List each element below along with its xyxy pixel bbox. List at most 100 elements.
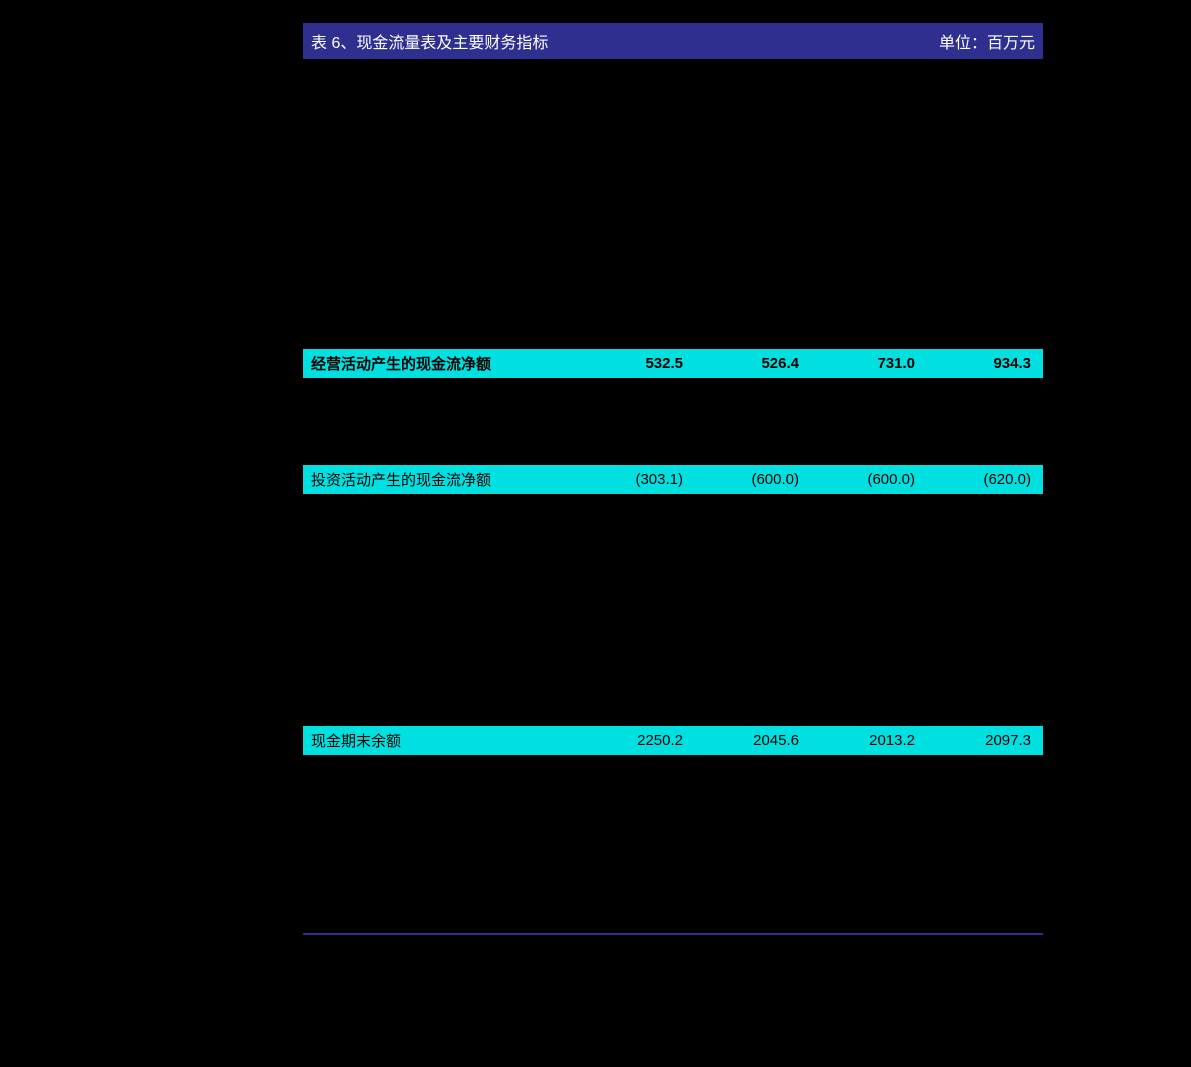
row-value: 925.9 (919, 761, 1035, 778)
row-value: (59.6) (687, 297, 803, 314)
row-value: - (687, 529, 803, 546)
table-row: 现金期末余额2250.22045.62013.22097.3 (303, 726, 1043, 755)
table-row: 自由现金流526.3510.4716.6925.9 (303, 755, 1043, 784)
row-value: 35.0% (803, 906, 919, 923)
row-value: - (687, 645, 803, 662)
row-value: (163.4) (803, 558, 919, 575)
row-value: 716.6 (803, 761, 919, 778)
row-value: 444.0 (687, 94, 803, 111)
row-value: - (687, 326, 803, 343)
row-value: (11.8) (571, 239, 687, 256)
table-row: 会计年度20172018E2019E2020E (303, 59, 1043, 88)
row-label: 现金期末余额 (311, 730, 571, 751)
row-value: 1180.1 (803, 848, 919, 865)
row-value: - (687, 413, 803, 430)
row-value: (204.6) (687, 674, 803, 691)
table-row: 汇率变动---- (303, 639, 1043, 668)
row-value: 6.8 (919, 297, 1035, 314)
row-label: 实际税率 (311, 817, 571, 838)
row-label: 现金净变动 (311, 672, 571, 693)
row-value: 2250.2 (571, 732, 687, 749)
row-value: 934.3 (919, 355, 1035, 372)
table-row: 现金的期初余额2154.82250.22045.62013.2 (303, 697, 1043, 726)
row-value: - (803, 326, 919, 343)
table-row: 支付股利、利息(80.9)(131.0)(163.4)(230.2) (303, 552, 1043, 581)
row-value: 84.1 (919, 674, 1035, 691)
row-value: (163.4) (803, 616, 919, 633)
row-value: 532.5 (571, 355, 687, 372)
row-label: 投资损失 (311, 237, 571, 258)
row-value: 2020E (919, 65, 1035, 82)
table-body: 会计年度20172018E2019E2020E净利润391.6444.0592.… (303, 59, 1043, 929)
row-value: 592.2 (803, 94, 919, 111)
row-value: 10.6 (803, 210, 919, 227)
row-value: (230.2) (919, 558, 1035, 575)
row-value: - (687, 500, 803, 517)
row-value: - (803, 500, 919, 517)
row-value: 2250.2 (687, 703, 803, 720)
row-label: 股权净变化 (311, 527, 571, 548)
row-label: 平均摊薄股数（百万股） (311, 846, 571, 867)
row-value: 1125.1 (571, 848, 687, 865)
row-value: 15.1% (571, 819, 687, 836)
row-value: 35.0% (687, 906, 803, 923)
row-value: 95.4 (571, 674, 687, 691)
row-value: - (919, 529, 1035, 546)
row-value: - (803, 529, 919, 546)
row-value: 20.3 (571, 413, 687, 430)
row-value: 2097.3 (919, 732, 1035, 749)
row-label: 每股红利 (311, 875, 571, 896)
row-value: (306.0) (571, 384, 687, 401)
row-value: 8.6 (803, 152, 919, 169)
row-value: 391.6 (571, 94, 687, 111)
row-value: 15.0% (803, 819, 919, 836)
row-value: 35.0% (919, 906, 1035, 923)
row-value: (131.0) (687, 616, 803, 633)
row-value: 510.4 (687, 761, 803, 778)
row-value: 2013.2 (919, 703, 1035, 720)
table-row: 财务费用11.110.510.69.6 (303, 204, 1043, 233)
row-label: 现金的期初余额 (311, 701, 571, 722)
row-value: 135.0 (687, 123, 803, 140)
row-value: 99.1 (571, 326, 687, 343)
row-value: 2154.8 (571, 703, 687, 720)
row-value: 2045.6 (687, 732, 803, 749)
table-row: 负债净变化(49.3)--- (303, 494, 1043, 523)
row-value: - (919, 268, 1035, 285)
row-value: (230.2) (919, 616, 1035, 633)
table-row: 净利润391.6444.0592.2746.6 (303, 88, 1043, 117)
row-label: 加：折旧和摊销 (311, 121, 571, 142)
row-value: (131.0) (687, 558, 803, 575)
row-value: 731.0 (803, 355, 919, 372)
row-value: - (919, 326, 1035, 343)
row-label: 支付股利、利息 (311, 556, 571, 577)
row-value: 10.5 (687, 210, 803, 227)
table-row: 经营活动产生的现金流净额532.5526.4731.0934.3 (303, 349, 1043, 378)
row-value: (26.6) (803, 297, 919, 314)
row-label: 其它 (311, 324, 571, 345)
row-value: 2017 (571, 65, 687, 82)
row-label: 少数股东损益 (311, 266, 571, 287)
row-value: (11.2) (687, 239, 803, 256)
row-label: 财务费用 (311, 208, 571, 229)
table-row: 营运资金的变动(115.1)(59.6)(26.6)6.8 (303, 291, 1043, 320)
row-label: 其他 (311, 440, 571, 461)
row-value: 0.22 (919, 877, 1035, 894)
row-value: 4.8% (919, 790, 1035, 807)
table-row: 派息比率31.6%35.0%35.0%35.0% (303, 900, 1043, 929)
row-value: (11.2) (919, 239, 1035, 256)
table-row: 加：折旧和摊销152.3135.0157.5173.0 (303, 117, 1043, 146)
row-label: 公允价值变动损失 (311, 179, 571, 200)
row-value: (49.3) (571, 500, 687, 517)
table-row: 资本开支(306.0)(600.0)(600.0)(620.0) (303, 378, 1043, 407)
row-value: - (919, 181, 1035, 198)
row-label: 负债净变化 (311, 498, 571, 519)
table-row: 平均摊薄股数（百万股）1125.11180.11180.11180.1 (303, 842, 1043, 871)
cashflow-table: 表 6、现金流量表及主要财务指标 单位：百万元 会计年度20172018E201… (303, 23, 1043, 935)
table-row: 少数股东损益2.3--- (303, 262, 1043, 291)
table-row: 现金净变动95.4(204.6)(32.4)84.1 (303, 668, 1043, 697)
row-value: - (687, 268, 803, 285)
row-value: 9.5 (919, 152, 1035, 169)
row-value: - (803, 413, 919, 430)
row-value: 526.4 (687, 355, 803, 372)
